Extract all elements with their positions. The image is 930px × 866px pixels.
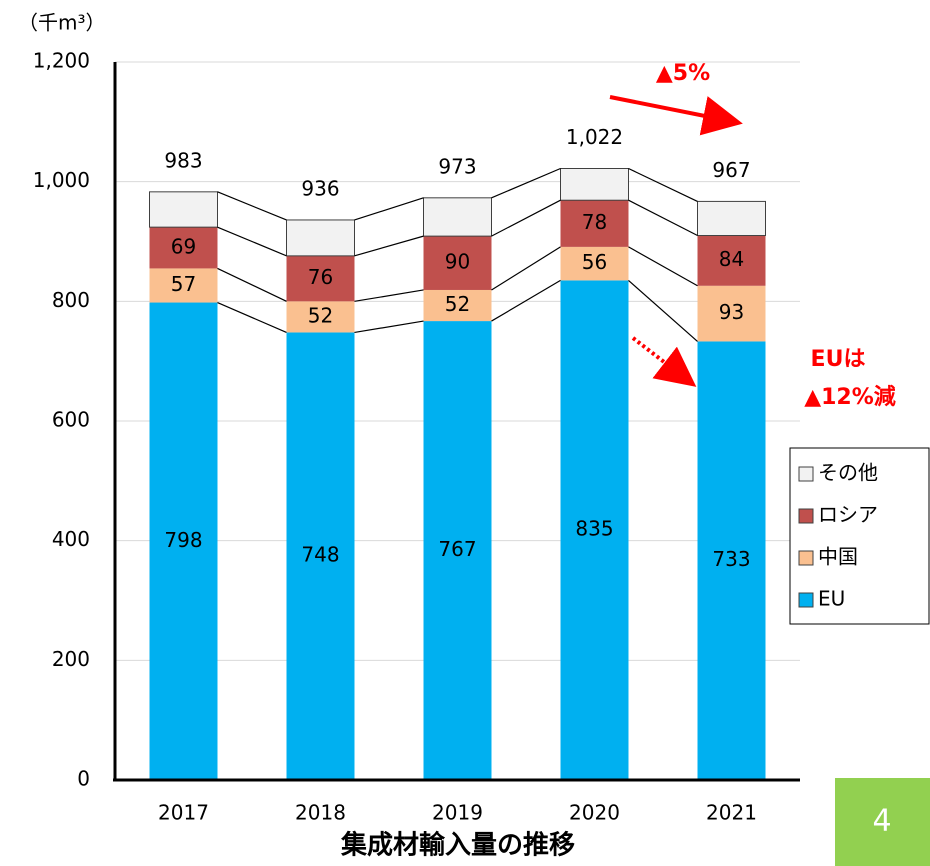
- y-tick-label: 400: [52, 527, 90, 551]
- connector: [628, 199, 698, 237]
- connector: [354, 320, 424, 334]
- x-tick-label: 2019: [432, 801, 483, 825]
- data-label: 78: [582, 210, 607, 234]
- y-tick-label: 1,200: [33, 49, 90, 73]
- bar-segment: [286, 219, 355, 257]
- y-tick-label: 200: [52, 647, 90, 671]
- legend-swatch: [798, 466, 814, 482]
- bar-segment: [697, 235, 766, 286]
- data-label: 84: [719, 247, 744, 271]
- connector: [217, 191, 287, 221]
- data-label: 52: [308, 303, 333, 327]
- connector: [491, 246, 561, 291]
- data-label: 90: [445, 250, 470, 274]
- legend-swatch: [798, 592, 814, 608]
- connector: [628, 167, 698, 202]
- bar-segment: [149, 302, 218, 780]
- bar-segment: [149, 268, 218, 303]
- legend-label: その他: [818, 461, 878, 485]
- connector: [628, 279, 698, 342]
- connector: [354, 289, 424, 302]
- data-label: 52: [445, 292, 470, 316]
- data-label: 76: [308, 265, 333, 289]
- unit-label: （千m³）: [18, 11, 106, 35]
- total-label: 983: [164, 148, 202, 172]
- annotation: EUは: [811, 347, 866, 372]
- bar-segment: [286, 301, 355, 333]
- bar-segment: [697, 285, 766, 342]
- bar-segment: [149, 191, 218, 228]
- page-number: 4: [872, 804, 891, 839]
- data-label: 748: [301, 543, 339, 567]
- bar-segment: [286, 255, 355, 302]
- bar-segment: [697, 200, 766, 237]
- bar-segment: [423, 236, 492, 290]
- data-label: 69: [171, 234, 196, 258]
- x-tick-label: 2021: [706, 801, 757, 825]
- y-tick-label: 0: [77, 767, 90, 791]
- bar-segment: [149, 227, 218, 269]
- total-label: 936: [301, 176, 339, 200]
- connector: [217, 226, 287, 257]
- y-tick-label: 600: [52, 408, 90, 432]
- trend-arrow: [609, 95, 743, 136]
- connector: [217, 301, 287, 333]
- bar-segment: [697, 341, 766, 780]
- legend-swatch: [798, 508, 814, 524]
- data-label: 767: [438, 537, 476, 561]
- data-label: 835: [575, 517, 613, 541]
- bar-segment: [423, 289, 492, 322]
- data-label: 57: [171, 272, 196, 296]
- y-tick-label: 800: [52, 288, 90, 312]
- legend-swatch: [798, 550, 814, 566]
- connector: [354, 235, 424, 257]
- annotation: ▲12%減: [804, 385, 896, 410]
- bar-segment: [423, 321, 492, 780]
- legend-label: ロシア: [818, 503, 878, 527]
- chart-title: 集成材輸入量の推移: [340, 830, 575, 861]
- bar-segment: [560, 168, 629, 201]
- bar-segment: [423, 197, 492, 237]
- bar-segment: [560, 246, 629, 281]
- bar-segment: [560, 200, 629, 247]
- data-label: 798: [164, 528, 202, 552]
- annotation: ▲5%: [656, 61, 710, 86]
- total-label: 1,022: [566, 125, 623, 149]
- connector: [491, 167, 561, 199]
- total-label: 967: [712, 158, 750, 182]
- data-label: 93: [719, 300, 744, 324]
- x-tick-label: 2018: [295, 801, 346, 825]
- connector: [354, 197, 424, 221]
- connector: [628, 246, 698, 287]
- data-label: 733: [712, 547, 750, 571]
- total-label: 973: [438, 154, 476, 178]
- connector: [217, 267, 287, 302]
- bar-segment: [286, 332, 355, 780]
- legend-label: EU: [818, 587, 845, 611]
- page-badge: [835, 778, 930, 866]
- eu-arrow: [631, 336, 697, 387]
- x-tick-label: 2020: [569, 801, 620, 825]
- data-label: 56: [582, 250, 607, 274]
- bar-segment: [560, 280, 629, 780]
- y-tick-label: 1,000: [33, 168, 90, 192]
- connector: [491, 279, 561, 322]
- x-tick-label: 2017: [158, 801, 209, 825]
- legend-label: 中国: [818, 545, 858, 569]
- connector: [491, 199, 561, 237]
